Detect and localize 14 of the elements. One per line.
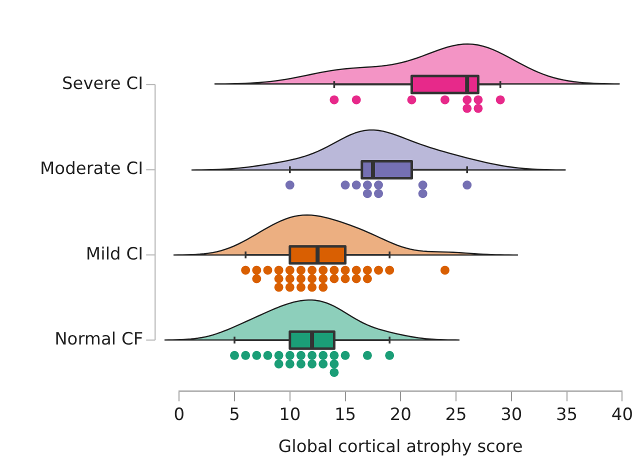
x-tick-label: 25	[445, 404, 467, 425]
y-tick-label: Severe CI	[62, 74, 144, 94]
x-tick-label: 10	[279, 404, 301, 425]
x-tick-label: 5	[229, 404, 240, 425]
x-tick-label: 35	[556, 404, 578, 425]
y-tick-label: Moderate CI	[40, 159, 144, 180]
y-tick-label: Normal CF	[54, 330, 144, 350]
x-tick-label: 15	[334, 404, 356, 425]
x-tick-label: 30	[500, 404, 522, 425]
x-tick-label: 20	[390, 404, 412, 425]
x-tick-label: 0	[174, 404, 185, 425]
x-tick-label: 40	[611, 404, 634, 425]
x-axis-title: Global cortical atrophy score	[278, 437, 523, 458]
y-tick-label: Mild CI	[86, 244, 144, 264]
